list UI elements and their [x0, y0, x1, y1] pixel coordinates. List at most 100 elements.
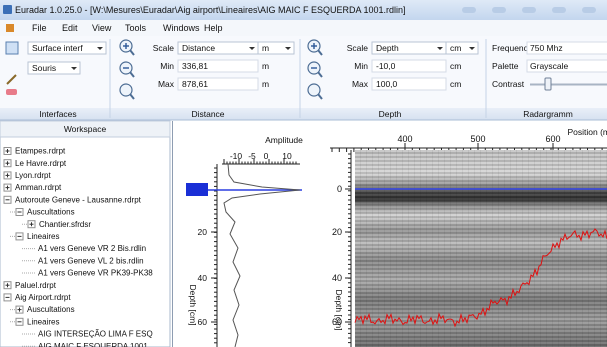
y-axis-label: Depth [cm] — [334, 289, 344, 330]
tree-item[interactable]: Paluel.rdrpt — [15, 281, 57, 290]
y-axis-label: Depth [cm] — [188, 284, 198, 325]
zoom-button[interactable] — [119, 61, 135, 78]
x-tick-label: 0 — [264, 151, 269, 161]
dropdown-value[interactable]: Souris — [32, 63, 56, 73]
dropdown[interactable]: cm — [445, 41, 479, 55]
zoom-handle[interactable] — [129, 71, 135, 78]
tree-item[interactable]: Lyon.rdrpt — [15, 171, 52, 180]
dropdown[interactable]: Depth — [371, 41, 447, 55]
input-value[interactable]: 100,0 — [376, 79, 398, 89]
menu-item[interactable]: Help — [204, 23, 223, 33]
dropdown-box[interactable] — [257, 41, 295, 55]
tree-item[interactable]: AIG INTERSEÇÃO LIMA F ESQ — [38, 330, 153, 339]
menu-icon — [6, 24, 14, 32]
input-box[interactable] — [177, 59, 259, 73]
zoom-handle[interactable] — [317, 71, 323, 78]
zoom-button[interactable] — [307, 61, 323, 78]
group-label: Radargramm — [523, 109, 573, 119]
tool-icon[interactable] — [5, 41, 19, 55]
zoom-handle[interactable] — [129, 49, 135, 56]
menu-item[interactable]: Tools — [125, 23, 147, 33]
y-tick-label: 40 — [198, 273, 208, 283]
dropdown[interactable]: Distance — [177, 41, 259, 55]
input-box[interactable] — [371, 59, 447, 73]
tree-item[interactable]: Aig Airport.rdrpt — [15, 293, 71, 302]
group-label: Depth — [379, 109, 402, 119]
dropdown[interactable]: m — [257, 41, 295, 55]
input-value[interactable]: 878,61 — [182, 79, 208, 89]
menu-item[interactable]: Windows — [163, 23, 200, 33]
field-label: Contrast — [492, 79, 525, 89]
input-value[interactable]: Grayscale — [530, 61, 569, 71]
tree-item[interactable]: AIG MAIC F ESQUERDA 1001 — [38, 342, 148, 347]
input-value[interactable]: -10,0 — [376, 61, 396, 71]
tree-item[interactable]: Lineaires — [27, 317, 59, 326]
amplitude-trace — [223, 163, 301, 347]
dropdown-arrow[interactable] — [71, 67, 77, 70]
group-label: Distance — [191, 109, 224, 119]
tree-item[interactable]: A1 vers Geneve VR 2 Bis.rdlin — [38, 244, 146, 253]
field-label: Min — [354, 61, 368, 71]
dropdown-value[interactable]: Distance — [182, 43, 215, 53]
input-value[interactable]: 336,81 — [182, 61, 208, 71]
menu-item[interactable]: Edit — [62, 23, 78, 33]
menu-item[interactable]: File — [32, 23, 47, 33]
input-box[interactable] — [371, 77, 447, 91]
title-blur — [582, 7, 596, 13]
zoom-button[interactable] — [307, 39, 323, 56]
dropdown-arrow[interactable] — [249, 47, 255, 50]
input-box[interactable] — [177, 77, 259, 91]
tree-item[interactable]: Auscultations — [27, 208, 75, 217]
dropdown-value[interactable]: Surface interf — [32, 43, 83, 53]
slider-thumb[interactable] — [544, 77, 552, 91]
dropdown-arrow[interactable] — [437, 47, 443, 50]
zoom-handle[interactable] — [317, 49, 323, 56]
x-tick-label: 400 — [397, 134, 412, 144]
input-box[interactable] — [526, 41, 607, 55]
title-bar — [0, 0, 607, 20]
tool-icon[interactable] — [6, 74, 17, 85]
tree-item[interactable]: Lineaires — [27, 232, 59, 241]
zoom-button[interactable] — [307, 83, 323, 100]
dropdown-arrow[interactable] — [469, 47, 475, 50]
title-blur — [522, 7, 536, 13]
zoom-handle[interactable] — [129, 93, 135, 100]
title-blur — [492, 7, 506, 13]
dropdown[interactable]: Souris — [27, 61, 81, 75]
tool-icon[interactable] — [6, 89, 17, 95]
workspace-tree: Etampes.rdrpt Le Havre.rdrpt Lyon.rdrpt Amm… — [3, 147, 153, 347]
dropdown-box[interactable] — [27, 41, 107, 55]
tree-item[interactable]: Amman.rdrpt — [15, 183, 62, 192]
zoom-lens[interactable] — [307, 83, 321, 97]
x-tick-label: -10 — [230, 151, 243, 161]
field-label: Palette — [492, 61, 519, 71]
menu-item[interactable]: View — [92, 23, 112, 33]
tree-item[interactable]: Chantier.sfrdsr — [39, 220, 91, 229]
dropdown-value[interactable]: m — [262, 43, 269, 53]
tree-item[interactable]: Etampes.rdrpt — [15, 147, 66, 156]
tree-item[interactable]: Autoroute Geneve - Lausanne.rdrpt — [15, 195, 142, 204]
tree-item[interactable]: A1 vers Geneve VL 2 bis.rdlin — [38, 256, 144, 265]
input-box[interactable] — [526, 59, 607, 73]
unit-label: cm — [450, 79, 461, 89]
dropdown-arrow[interactable] — [97, 47, 103, 50]
tree-item[interactable]: Le Havre.rdrpt — [15, 159, 67, 168]
y-tick-label: 20 — [198, 227, 208, 237]
dropdown-box[interactable] — [27, 61, 81, 75]
zoom-lens[interactable] — [119, 83, 133, 97]
zoom-button[interactable] — [119, 83, 135, 100]
input-value[interactable]: 750 Mhz — [530, 43, 563, 53]
dropdown-arrow[interactable] — [285, 47, 291, 50]
dropdown[interactable]: Surface interf — [27, 41, 107, 55]
zoom-button[interactable] — [119, 39, 135, 56]
tree-item[interactable]: Auscultations — [27, 305, 75, 314]
tree-item[interactable]: A1 vers Geneve VR PK39-PK38 — [38, 269, 153, 278]
zoom-handle[interactable] — [317, 93, 323, 100]
dropdown-value[interactable]: cm — [450, 43, 461, 53]
dropdown-value[interactable]: Depth — [376, 43, 399, 53]
dropdown-box[interactable] — [445, 41, 479, 55]
y-tick-label: 20 — [332, 227, 342, 237]
x-tick-label: 500 — [470, 134, 485, 144]
